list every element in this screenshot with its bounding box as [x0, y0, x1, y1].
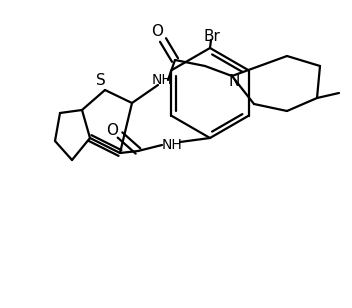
Text: O: O [151, 23, 163, 38]
Text: S: S [96, 72, 106, 87]
Text: N: N [228, 74, 240, 88]
Text: O: O [106, 123, 118, 137]
Text: Br: Br [203, 29, 220, 43]
Text: NH: NH [152, 73, 172, 87]
Text: NH: NH [162, 138, 182, 152]
